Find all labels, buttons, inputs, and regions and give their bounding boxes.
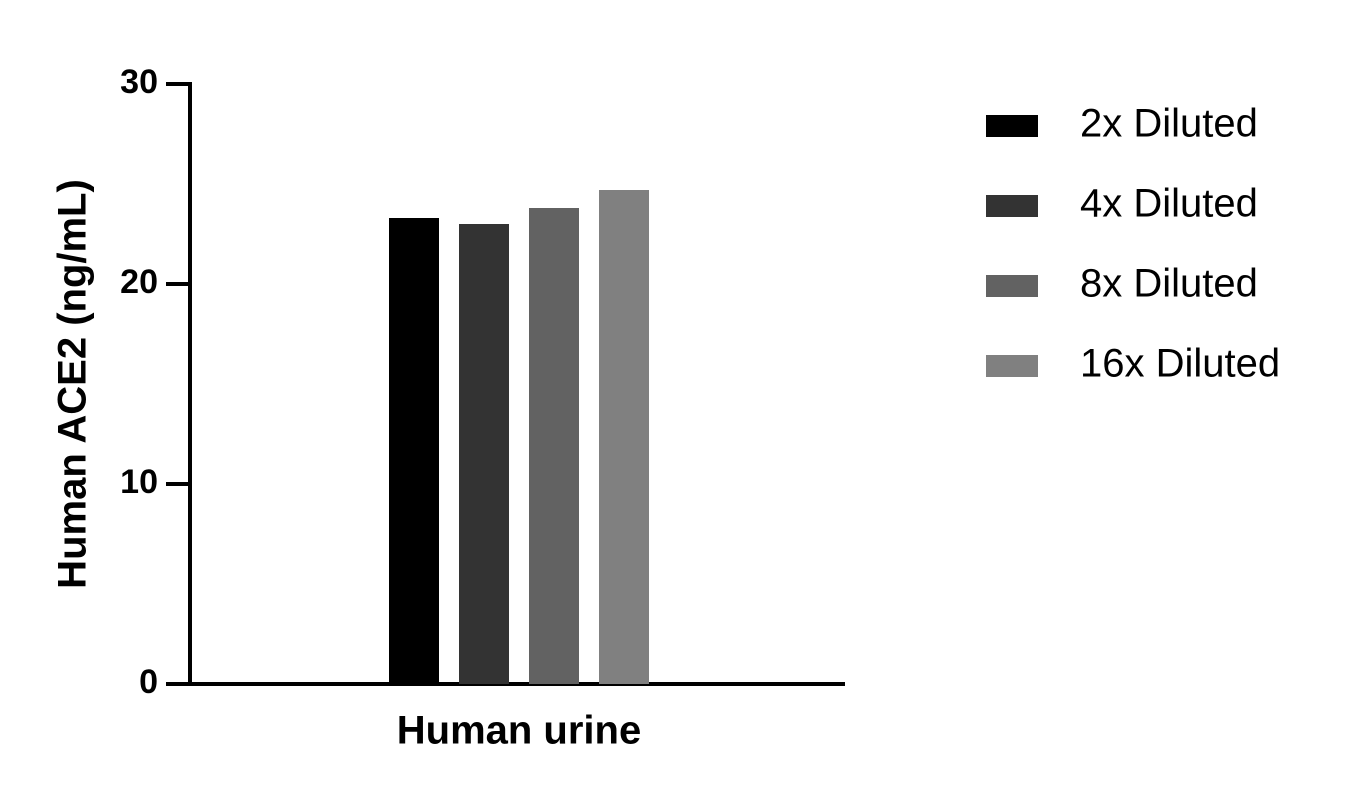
legend-label: 2x Diluted (1080, 102, 1258, 146)
x-tick-label: Human urine (397, 709, 641, 753)
y-axis-label: Human ACE2 (ng/mL) (51, 179, 95, 589)
y-tick-label: 0 (139, 663, 158, 701)
legend-label: 8x Diluted (1080, 262, 1258, 306)
bar (459, 224, 509, 684)
y-tick-label: 30 (120, 63, 158, 101)
legend-label: 4x Diluted (1080, 182, 1258, 226)
legend-swatch (986, 275, 1038, 297)
legend-swatch (986, 355, 1038, 377)
legend-swatch (986, 195, 1038, 217)
y-tick-label: 20 (120, 263, 158, 301)
y-tick-label: 10 (120, 463, 158, 501)
bar (389, 218, 439, 684)
bar (529, 208, 579, 684)
bar (599, 190, 649, 684)
legend-swatch (986, 115, 1038, 137)
legend-label: 16x Diluted (1080, 342, 1280, 386)
